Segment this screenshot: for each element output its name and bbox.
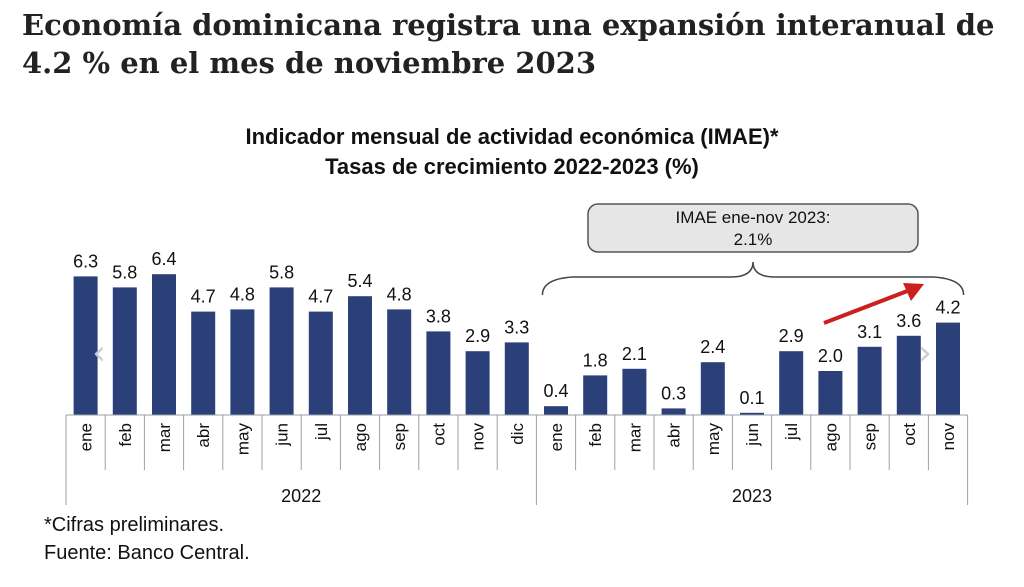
- headline: Economía dominicana registra una expansi…: [22, 8, 995, 80]
- bar: [308, 311, 333, 415]
- value-label: 5.4: [347, 271, 372, 291]
- carousel-prev-icon[interactable]: ‹: [92, 333, 106, 373]
- value-label: 4.8: [230, 284, 255, 304]
- bar: [152, 274, 176, 415]
- category-label: jul: [782, 423, 801, 441]
- bar: [387, 309, 412, 415]
- category-label: ago: [821, 423, 840, 451]
- bar: [857, 346, 882, 415]
- category-label: mar: [155, 423, 174, 453]
- year-label: 2023: [732, 486, 772, 506]
- bar: [112, 287, 137, 415]
- carousel-next-icon[interactable]: ›: [918, 333, 932, 373]
- value-label: 4.2: [935, 298, 960, 318]
- value-label: 4.7: [191, 287, 216, 307]
- category-label: jun: [273, 423, 292, 447]
- chart-title: Indicador mensual de actividad económica…: [245, 124, 779, 149]
- annotation-box: [587, 203, 919, 253]
- category-label: sep: [861, 423, 880, 450]
- value-label: 0.3: [661, 383, 686, 403]
- bar: [504, 342, 529, 415]
- bar: [544, 406, 568, 415]
- bar: [700, 362, 725, 415]
- bar: [230, 309, 255, 415]
- bar: [465, 351, 490, 415]
- value-label: 5.8: [269, 262, 294, 282]
- category-label: dic: [508, 423, 527, 445]
- category-label: nov: [939, 423, 958, 451]
- bar: [269, 287, 294, 415]
- bar: [779, 351, 804, 415]
- category-label: nov: [469, 423, 488, 451]
- bar: [73, 276, 98, 415]
- category-label: ene: [77, 423, 96, 451]
- year-label: 2022: [281, 486, 321, 506]
- brace: [541, 261, 965, 296]
- trend-arrow-head: [903, 283, 924, 301]
- value-label: 3.3: [504, 317, 529, 337]
- category-label: oct: [900, 423, 919, 446]
- value-label: 6.4: [151, 249, 176, 269]
- category-label: jul: [312, 423, 331, 441]
- value-label: 3.8: [426, 306, 451, 326]
- value-label: 5.8: [112, 262, 137, 282]
- bar-chart: 6.3 5.8 6.4 4.7 4.8 5.8 4.7 5.4 4.8 3.8 2.9 3.3 0.4 1…: [65, 203, 969, 506]
- bar: [622, 368, 647, 415]
- value-label: 3.6: [896, 311, 921, 331]
- category-label: oct: [429, 423, 448, 446]
- category-label: jun: [743, 423, 762, 447]
- category-label: ene: [547, 423, 566, 451]
- value-label: 0.1: [739, 388, 764, 408]
- value-label: 3.1: [857, 322, 882, 342]
- category-label: mar: [625, 423, 644, 453]
- source-note: Fuente: Banco Central.: [44, 542, 250, 564]
- value-label: 2.9: [779, 326, 804, 346]
- category-label: may: [704, 423, 723, 456]
- trend-arrow: [823, 288, 911, 325]
- category-label: sep: [390, 423, 409, 450]
- value-label: 4.8: [387, 284, 412, 304]
- category-label: ago: [351, 423, 370, 451]
- annotation-label: IMAE ene-nov 2023:: [676, 208, 831, 227]
- chart-subtitle: Tasas de crecimiento 2022-2023 (%): [325, 154, 699, 179]
- category-label: feb: [586, 423, 605, 447]
- value-label: 2.1: [622, 344, 647, 364]
- bar: [896, 335, 921, 415]
- footnote: *Cifras preliminares.: [44, 514, 225, 536]
- category-label: abr: [194, 423, 213, 448]
- bar: [191, 311, 216, 415]
- value-label: 6.3: [73, 251, 98, 271]
- value-label: 1.8: [583, 350, 608, 370]
- category-label: may: [233, 423, 252, 456]
- category-label: abr: [665, 423, 684, 448]
- bar: [583, 375, 608, 415]
- value-label: 2.0: [818, 346, 843, 366]
- annotation-value: 2.1%: [734, 230, 773, 249]
- category-label: feb: [116, 423, 135, 447]
- bar: [348, 296, 372, 415]
- value-label: 4.7: [308, 287, 333, 307]
- bar: [936, 322, 960, 415]
- chart-container: Indicador mensual de actividad económica…: [0, 110, 1024, 587]
- bar: [426, 331, 451, 415]
- bar: [818, 371, 843, 415]
- bar: [740, 412, 764, 415]
- bar: [661, 408, 686, 415]
- value-label: 2.4: [700, 337, 725, 357]
- value-label: 0.4: [543, 381, 568, 401]
- value-label: 2.9: [465, 326, 490, 346]
